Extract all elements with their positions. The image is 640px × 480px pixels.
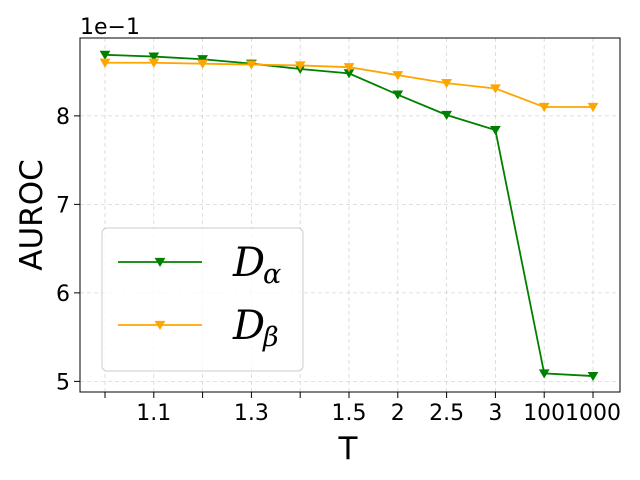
data-point-beta [294,61,306,71]
y-tick-label: 5 [56,370,70,395]
data-point-beta [587,102,599,113]
data-point-alpha [197,55,208,65]
data-point-beta [392,71,404,81]
legend-subscript-beta: β [262,322,279,353]
x-tick-label: 1000 [565,401,621,426]
data-point-beta [441,79,452,89]
x-tick-label: 1.3 [234,401,269,426]
x-tick-label: 2 [391,401,405,426]
data-point-alpha [538,369,550,379]
x-axis-title: T [338,431,359,467]
x-tick-label: 2.5 [429,401,464,426]
data-point-alpha [490,125,501,136]
legend-marker-beta [154,320,166,331]
legend-subscript-alpha: α [263,259,281,290]
data-point-alpha [441,110,452,121]
y-axis: 5 6 7 8 [56,105,80,395]
series-layer [99,50,599,382]
data-point-beta [538,102,550,113]
data-point-beta [343,63,355,73]
y-tick-label: 7 [56,193,70,218]
data-point-alpha [148,52,160,62]
data-point-beta [148,58,160,68]
data-point-alpha [392,90,404,100]
legend-label-beta: D [232,303,265,349]
legend-marker-alpha [154,257,166,268]
x-tick-label: 3 [488,401,502,426]
y-offset-label: 1e−1 [80,15,140,40]
data-point-beta [490,84,501,94]
y-tick-label: 6 [56,282,70,307]
y-axis-title: AUROC [14,159,50,270]
x-tick-label: 100 [523,401,565,426]
data-point-beta [246,60,257,70]
x-axis: 1.1 1.3 1.5 2 2.5 3 100 1000 [104,392,621,426]
x-tick-label: 1.1 [136,401,171,426]
data-point-alpha [99,50,111,60]
plot-frame [79,37,621,393]
legend-label-alpha: D [232,240,265,286]
data-point-beta [197,59,208,69]
legend-box [101,227,304,372]
data-point-beta [99,58,111,68]
grid-lines [80,38,620,392]
data-point-alpha [587,371,599,382]
y-tick-label: 8 [56,105,70,130]
x-tick-label: 1.5 [332,401,367,426]
